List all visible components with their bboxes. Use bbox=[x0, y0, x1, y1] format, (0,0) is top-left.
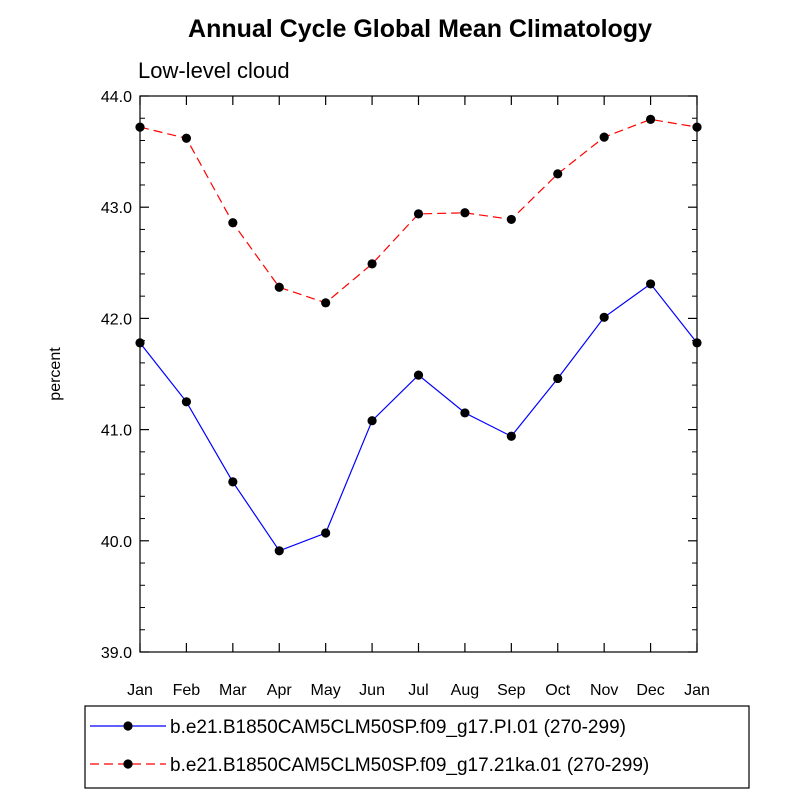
data-point bbox=[367, 259, 377, 269]
x-tick-label: Jun bbox=[359, 682, 385, 699]
data-point bbox=[553, 373, 563, 384]
x-tick-label: May bbox=[311, 682, 341, 699]
x-tick-label: Mar bbox=[219, 682, 247, 699]
x-tick-label: Apr bbox=[267, 682, 293, 699]
legend-label-1: b.e21.B1850CAM5CLM50SP.f09_g17.PI.01 (27… bbox=[170, 717, 626, 738]
y-tick-label: 41.0 bbox=[101, 423, 132, 440]
data-point bbox=[274, 546, 284, 556]
data-point bbox=[228, 218, 238, 228]
y-axis-label: percent bbox=[47, 347, 64, 401]
data-point bbox=[645, 114, 656, 124]
x-tick-label: Dec bbox=[636, 682, 664, 699]
x-tick-label: Nov bbox=[590, 682, 618, 699]
x-tick-label: Jul bbox=[408, 682, 428, 699]
data-point bbox=[460, 208, 470, 218]
data-point bbox=[506, 431, 516, 441]
x-tick-label: Sep bbox=[497, 682, 526, 699]
data-point bbox=[135, 338, 145, 348]
data-point bbox=[413, 370, 424, 380]
data-point bbox=[274, 282, 284, 292]
data-point bbox=[181, 133, 192, 143]
x-tick-label: Jan bbox=[127, 682, 153, 699]
data-point bbox=[645, 279, 656, 289]
data-point bbox=[460, 408, 470, 418]
chart-title: Annual Cycle Global Mean Climatology bbox=[188, 15, 652, 43]
legend-marker-2 bbox=[123, 759, 133, 769]
chart-subtitle: Low-level cloud bbox=[138, 58, 290, 83]
data-point bbox=[367, 416, 377, 426]
data-point bbox=[692, 338, 702, 348]
legend-label-2: b.e21.B1850CAM5CLM50SP.f09_g17.21ka.01 (… bbox=[170, 755, 649, 776]
data-point bbox=[553, 169, 563, 179]
data-point bbox=[599, 312, 609, 322]
series-line-1 bbox=[139, 283, 698, 552]
y-tick-label: 43.0 bbox=[101, 200, 132, 217]
x-tick-label: Jan bbox=[684, 682, 710, 699]
data-point bbox=[135, 122, 145, 132]
data-point bbox=[321, 528, 331, 538]
data-point bbox=[181, 397, 192, 407]
y-tick-label: 40.0 bbox=[101, 534, 132, 551]
y-tick-label: 42.0 bbox=[101, 311, 132, 328]
data-point bbox=[228, 477, 238, 487]
legend-marker-1 bbox=[123, 721, 133, 731]
data-point bbox=[599, 132, 609, 142]
y-tick-label: 39.0 bbox=[101, 645, 132, 662]
x-tick-label: Oct bbox=[545, 682, 570, 699]
data-point bbox=[413, 209, 424, 219]
y-tick-label: 44.0 bbox=[101, 89, 132, 106]
data-point bbox=[321, 298, 331, 308]
data-point bbox=[506, 214, 516, 225]
legend-box bbox=[84, 705, 750, 789]
data-point bbox=[692, 122, 702, 132]
x-tick-label: Feb bbox=[173, 682, 201, 699]
x-tick-label: Aug bbox=[451, 682, 479, 699]
